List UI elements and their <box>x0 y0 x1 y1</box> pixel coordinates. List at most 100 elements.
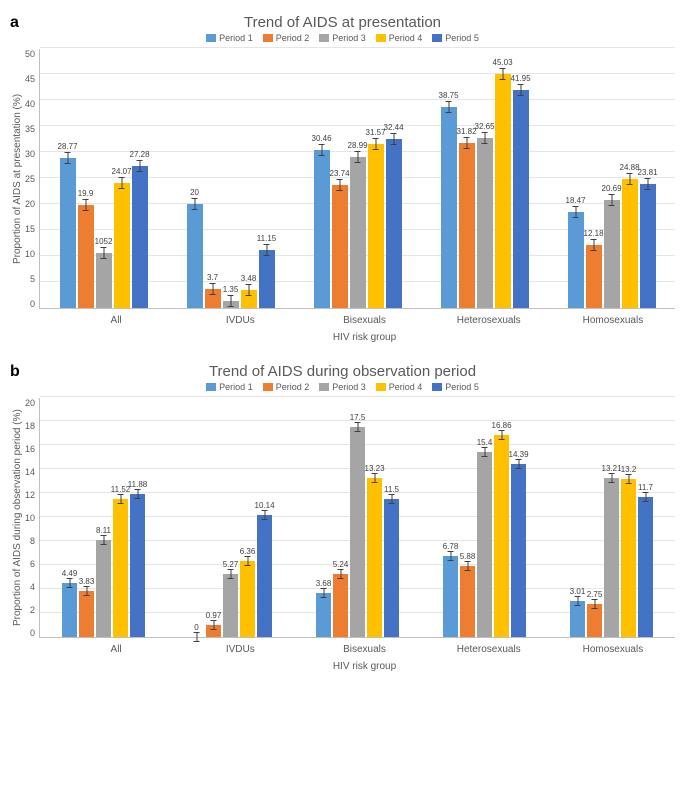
bar-group: 3.685.2417.513.2311.5 <box>294 427 421 637</box>
x-tick: All <box>54 644 178 655</box>
error-bar <box>628 474 629 484</box>
error-bar <box>339 179 340 191</box>
error-bar <box>611 473 612 483</box>
y-tick: 30 <box>25 149 35 159</box>
bar: 11.52 <box>113 499 128 637</box>
bar: 18.47 <box>568 212 584 308</box>
value-label: 23.81 <box>638 168 658 177</box>
legend-label: Period 4 <box>389 33 423 43</box>
legend-swatch <box>319 34 329 42</box>
bar-wrap: 2.75 <box>587 604 602 637</box>
legend-swatch <box>263 34 273 42</box>
x-axis: AllIVDUsBisexualsHeterosexualsHomosexual… <box>54 644 675 655</box>
bar-wrap: 5.88 <box>460 566 475 637</box>
error-bar <box>196 632 197 642</box>
value-label: 20.69 <box>602 184 622 193</box>
value-label: 11.88 <box>128 480 147 489</box>
bar-wrap: 11.5 <box>384 499 399 637</box>
y-axis-label: Proportion of AIDS at presentation (%) <box>10 49 25 309</box>
bar-wrap: 31.57 <box>368 144 384 308</box>
value-label: 32.44 <box>384 123 404 132</box>
panel-letter: b <box>10 363 20 381</box>
panel-letter: a <box>10 14 19 32</box>
legend-label: Period 1 <box>219 33 253 43</box>
legend-item: Period 4 <box>376 382 423 392</box>
bar: 32.65 <box>477 138 493 308</box>
x-tick: Heterosexuals <box>427 644 551 655</box>
error-bar <box>357 422 358 432</box>
bar: 4.49 <box>62 583 77 637</box>
bar: 11.88 <box>130 494 145 637</box>
value-label: 27.28 <box>130 150 150 159</box>
bar: 24.07 <box>114 183 130 308</box>
y-axis: 50454035302520151050 <box>25 49 39 309</box>
bar-group: 18.4712.1820.6924.8823.81 <box>548 179 675 308</box>
legend-swatch <box>432 34 442 42</box>
bar: 8.11 <box>96 540 111 637</box>
bar-wrap: 45.03 <box>495 74 511 308</box>
value-label: 19.9 <box>78 189 94 198</box>
error-bar <box>212 283 213 295</box>
bar: 10.14 <box>257 515 272 637</box>
bar: 2.75 <box>587 604 602 637</box>
y-tick: 12 <box>25 490 35 500</box>
bar-group: 203.71.353.4811.15 <box>167 204 294 308</box>
legend-item: Period 3 <box>319 33 366 43</box>
error-bar <box>575 206 576 218</box>
bar: 19.9 <box>78 205 94 308</box>
legend-swatch <box>206 383 216 391</box>
bar: 5.27 <box>223 574 238 637</box>
error-bar <box>67 152 68 164</box>
bar-wrap: 5.24 <box>333 574 348 637</box>
value-label: 11.7 <box>638 483 653 492</box>
bar: 3.48 <box>241 290 257 308</box>
x-tick: Bisexuals <box>302 315 426 326</box>
bar-wrap: 11.52 <box>113 499 128 637</box>
legend-item: Period 5 <box>432 33 479 43</box>
bar: 41.95 <box>513 90 529 308</box>
bar-wrap: 24.88 <box>622 179 638 308</box>
bar-wrap: 18.47 <box>568 212 584 308</box>
bar-group: 3.012.7513.2113.211.7 <box>548 478 675 637</box>
bar-wrap: 28.77 <box>60 158 76 308</box>
legend-swatch <box>376 383 386 391</box>
bar: 38.75 <box>441 107 457 309</box>
bar: 30.46 <box>314 150 330 308</box>
value-label: 28.99 <box>348 141 368 150</box>
bar-wrap: 17.5 <box>350 427 365 637</box>
bar: 6.36 <box>240 561 255 637</box>
legend-item: Period 3 <box>319 382 366 392</box>
legend-item: Period 2 <box>263 382 310 392</box>
error-bar <box>103 535 104 545</box>
bar: 32.44 <box>386 139 402 308</box>
bar-groups: 28.7719.9105224.0727.28203.71.353.4811.1… <box>40 49 675 308</box>
y-tick: 45 <box>25 74 35 84</box>
bar: 27.28 <box>132 166 148 308</box>
error-bar <box>518 459 519 469</box>
error-bar <box>647 178 648 190</box>
legend: Period 1Period 2Period 3Period 4Period 5 <box>10 382 675 392</box>
value-label: 24.07 <box>112 167 132 176</box>
legend-label: Period 4 <box>389 382 423 392</box>
bar-wrap: 1052 <box>96 253 112 308</box>
y-tick: 8 <box>30 536 35 546</box>
value-label: 10.14 <box>255 501 275 510</box>
error-bar <box>323 588 324 598</box>
value-label: 6.36 <box>240 547 256 556</box>
error-bar <box>467 561 468 571</box>
error-bar <box>501 430 502 440</box>
bar-wrap: 13.23 <box>367 478 382 637</box>
legend-label: Period 5 <box>445 33 479 43</box>
y-tick: 20 <box>25 199 35 209</box>
value-label: 18.47 <box>566 196 586 205</box>
legend-item: Period 5 <box>432 382 479 392</box>
value-label: 11.5 <box>384 485 399 494</box>
bar-group: 28.7719.9105224.0727.28 <box>40 158 167 308</box>
x-tick: All <box>54 315 178 326</box>
error-bar <box>248 284 249 296</box>
bar: 1.35 <box>223 301 239 308</box>
y-tick: 35 <box>25 124 35 134</box>
value-label: 3.48 <box>241 274 257 283</box>
error-bar <box>374 473 375 483</box>
x-tick: Homosexuals <box>551 315 675 326</box>
